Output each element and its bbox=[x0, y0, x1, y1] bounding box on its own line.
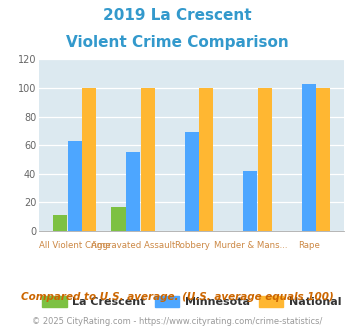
Text: © 2025 CityRating.com - https://www.cityrating.com/crime-statistics/: © 2025 CityRating.com - https://www.city… bbox=[32, 317, 323, 326]
Text: Murder & Mans...: Murder & Mans... bbox=[213, 241, 287, 250]
Bar bbox=[243, 171, 257, 231]
Legend: La Crescent, Minnesota, National: La Crescent, Minnesota, National bbox=[38, 291, 345, 312]
Bar bbox=[53, 215, 67, 231]
Bar bbox=[185, 132, 199, 231]
Text: All Violent Crime: All Violent Crime bbox=[39, 241, 110, 250]
Text: Rape: Rape bbox=[298, 241, 320, 250]
Bar bbox=[82, 88, 96, 231]
Text: 2019 La Crescent: 2019 La Crescent bbox=[103, 8, 252, 23]
Text: Compared to U.S. average. (U.S. average equals 100): Compared to U.S. average. (U.S. average … bbox=[21, 292, 334, 302]
Bar bbox=[126, 152, 140, 231]
Bar bbox=[302, 84, 316, 231]
Bar bbox=[258, 88, 272, 231]
Bar bbox=[141, 88, 155, 231]
Bar bbox=[199, 88, 213, 231]
Text: Violent Crime Comparison: Violent Crime Comparison bbox=[66, 35, 289, 50]
Text: Robbery: Robbery bbox=[174, 241, 210, 250]
Bar bbox=[111, 207, 126, 231]
Text: Aggravated Assault: Aggravated Assault bbox=[91, 241, 175, 250]
Bar bbox=[316, 88, 331, 231]
Bar bbox=[67, 141, 82, 231]
